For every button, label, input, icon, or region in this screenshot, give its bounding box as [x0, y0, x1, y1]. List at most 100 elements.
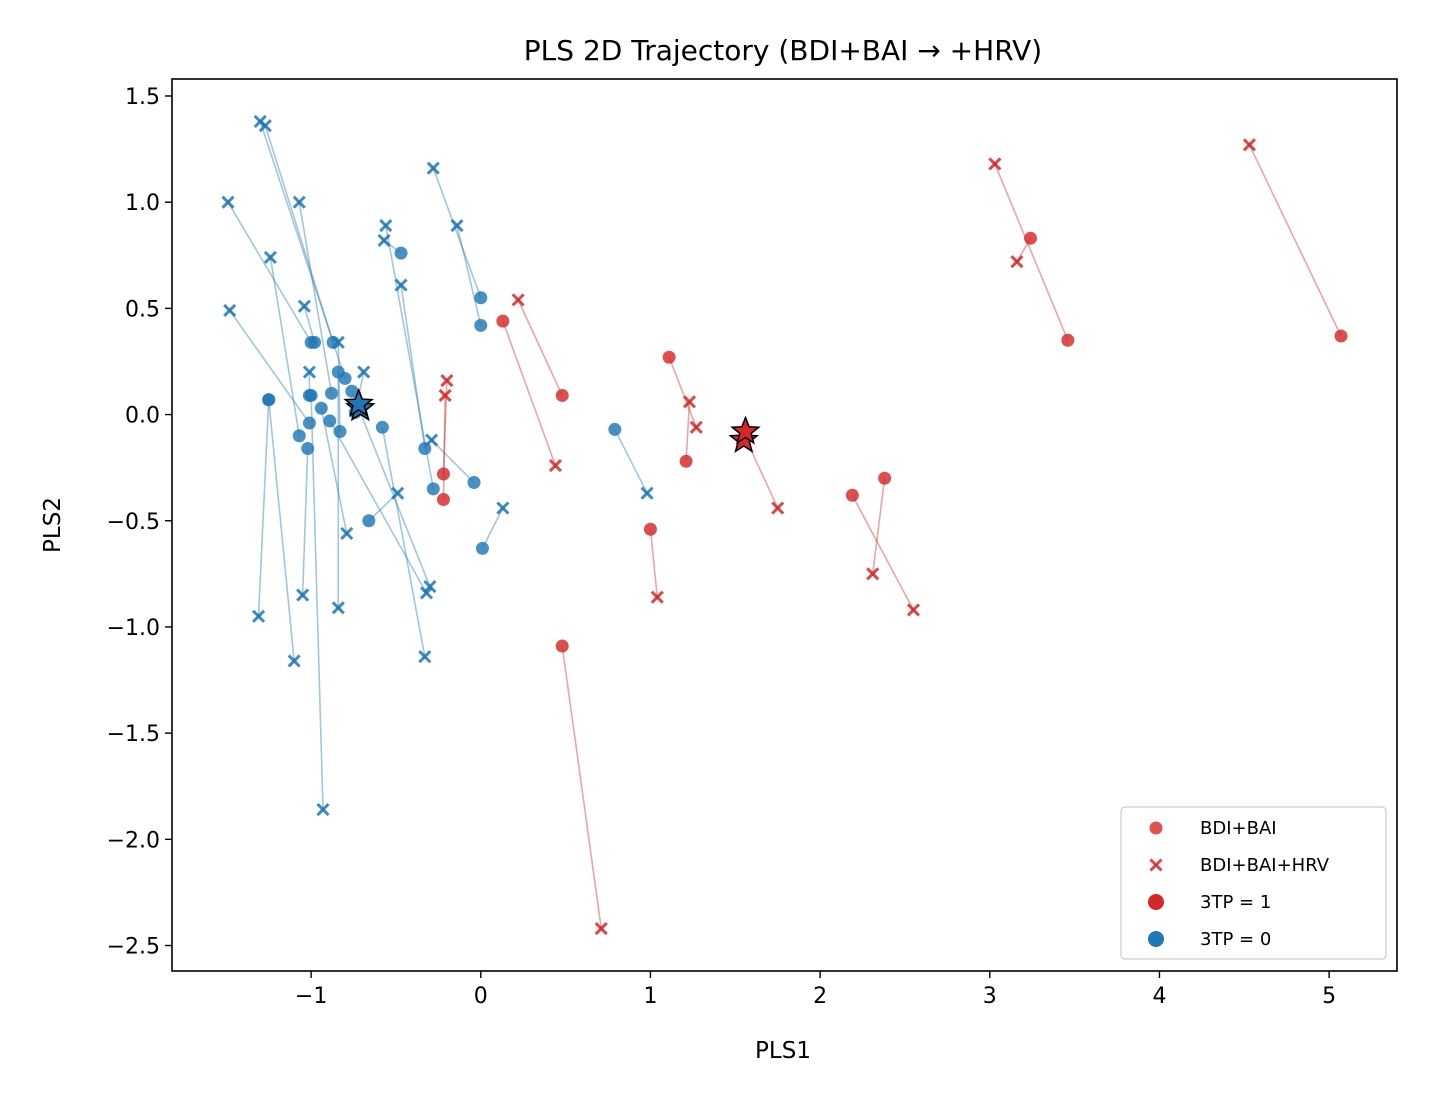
bdi-bai-hrv-point-33 — [297, 299, 311, 313]
bdi-bai-point-18 — [467, 476, 481, 490]
bdi-bai-hrv-point-31 — [419, 586, 434, 600]
trajectory-line-18 — [431, 439, 475, 484]
trajectory-line-4 — [851, 494, 915, 611]
bdi-bai-hrv-point-23 — [391, 486, 405, 500]
bdi-bai-hrv-point-35 — [302, 365, 316, 379]
bdi-bai-hrv-point-11 — [594, 921, 608, 936]
bdi-bai-hrv-point-2 — [1010, 255, 1024, 269]
centroid-star-3 — [343, 387, 374, 417]
trajectory-line-14 — [432, 167, 482, 299]
bdi-bai-point-8 — [643, 522, 657, 536]
bdi-bai-point-30 — [324, 386, 338, 400]
bdi-bai-point-6 — [679, 454, 693, 468]
trajectory-line-7 — [668, 356, 698, 428]
bdi-bai-hrv-point-22 — [418, 650, 432, 664]
bdi-bai-point-14 — [474, 291, 488, 305]
y-tick-label: −0.5 — [107, 510, 160, 535]
bdi-bai-hrv-point-14 — [426, 161, 440, 175]
bdi-bai-point-7 — [662, 350, 676, 364]
bdi-bai-point-16 — [608, 422, 622, 436]
y-tick-label: −1.0 — [107, 616, 160, 641]
trajectory-line-29 — [264, 125, 334, 343]
bdi-bai-point-0 — [1334, 329, 1348, 343]
bdi-bai-point-3 — [878, 471, 892, 485]
legend-marker-2 — [1148, 894, 1164, 910]
legend-marker-3 — [1148, 931, 1164, 947]
bdi-bai-point-1 — [1061, 333, 1075, 347]
trajectory-line-39 — [257, 399, 270, 617]
trajectory-line-1 — [994, 163, 1069, 341]
bdi-bai-point-37 — [301, 442, 315, 456]
trajectory-line-9 — [517, 299, 563, 396]
bdi-bai-hrv-point-27 — [331, 335, 345, 349]
bdi-bai-point-13 — [436, 493, 450, 507]
bdi-bai-hrv-point-37 — [296, 588, 310, 602]
bdi-bai-hrv-point-7 — [689, 420, 703, 434]
trajectory-line-41 — [310, 395, 324, 810]
bdi-bai-point-12 — [436, 467, 450, 481]
trajectory-line-38 — [269, 257, 301, 436]
trajectory-line-32 — [320, 408, 348, 534]
bdi-bai-hrv-point-9 — [511, 293, 525, 307]
legend-label: 3TP = 1 — [1200, 892, 1271, 913]
bdi-bai-point-36 — [302, 416, 316, 430]
bdi-bai-hrv-point-15 — [450, 218, 464, 233]
bdi-bai-point-9 — [555, 388, 569, 402]
trajectory-line-31 — [329, 420, 428, 594]
trajectory-line-11 — [561, 645, 603, 929]
x-tick-label: 5 — [1322, 984, 1336, 1009]
bdi-bai-hrv-point-5 — [771, 501, 785, 515]
y-tick-label: 1.0 — [125, 191, 160, 216]
bdi-bai-hrv-point-18 — [425, 433, 439, 447]
bdi-bai-hrv-point-36 — [223, 303, 237, 318]
legend-marker-1 — [1149, 858, 1163, 872]
bdi-bai-hrv-point-8 — [650, 590, 664, 604]
bdi-bai-hrv-point-17 — [496, 501, 510, 515]
bdi-bai-hrv-point-16 — [640, 486, 654, 500]
trajectory-line-17 — [481, 507, 504, 549]
bdi-bai-point-10 — [496, 314, 510, 328]
legend-label: BDI+BAI — [1200, 818, 1277, 839]
bdi-bai-point-20 — [394, 246, 408, 260]
bdi-bai-hrv-point-28 — [331, 601, 345, 615]
bdi-bai-hrv-point-38 — [263, 250, 277, 264]
legend-marker-0 — [1149, 821, 1163, 835]
bdi-bai-hrv-point-25 — [423, 580, 437, 594]
trajectory-line-3 — [871, 478, 886, 574]
x-tick-label: 0 — [474, 984, 488, 1009]
trajectory-line-34 — [227, 201, 312, 343]
y-tick-label: 0.5 — [125, 297, 160, 322]
trajectory-line-0 — [1248, 144, 1342, 337]
y-tick-label: 1.5 — [125, 85, 160, 110]
y-tick-label: −1.5 — [107, 722, 160, 747]
trajectory-line-36 — [229, 310, 311, 424]
bdi-bai-point-2 — [1024, 231, 1038, 245]
bdi-bai-hrv-point-24 — [357, 365, 371, 379]
bdi-bai-hrv-point-1 — [988, 157, 1002, 171]
bdi-bai-hrv-point-39 — [251, 609, 266, 623]
x-tick-label: 1 — [643, 984, 657, 1009]
bdi-bai-point-34 — [304, 335, 318, 349]
centroid-star-1 — [730, 415, 761, 445]
bdi-bai-hrv-point-29 — [258, 119, 272, 133]
trajectory-line-30 — [298, 202, 333, 394]
x-tick-label: 2 — [813, 984, 827, 1009]
bdi-bai-hrv-point-20 — [377, 233, 391, 247]
trajectory-line-15 — [456, 225, 482, 326]
bdi-bai-hrv-point-30 — [292, 195, 306, 209]
y-tick-label: 0.0 — [125, 404, 160, 429]
bdi-bai-point-19 — [426, 482, 440, 496]
bdi-bai-hrv-point-10 — [548, 458, 563, 473]
trajectory-line-37 — [301, 448, 309, 596]
bdi-bai-hrv-point-13 — [438, 388, 452, 403]
y-tick-label: −2.5 — [107, 935, 160, 960]
bdi-bai-point-27 — [333, 425, 347, 439]
trajectory-line-21 — [400, 284, 426, 449]
bdi-bai-point-40 — [262, 393, 276, 407]
trajectory-line-25 — [351, 390, 431, 587]
bdi-bai-point-28 — [331, 365, 345, 379]
bdi-bai-point-23 — [362, 514, 376, 528]
bdi-bai-hrv-point-41 — [316, 803, 330, 817]
bdi-bai-hrv-point-19 — [379, 218, 393, 233]
bdi-bai-hrv-point-21 — [394, 278, 408, 292]
